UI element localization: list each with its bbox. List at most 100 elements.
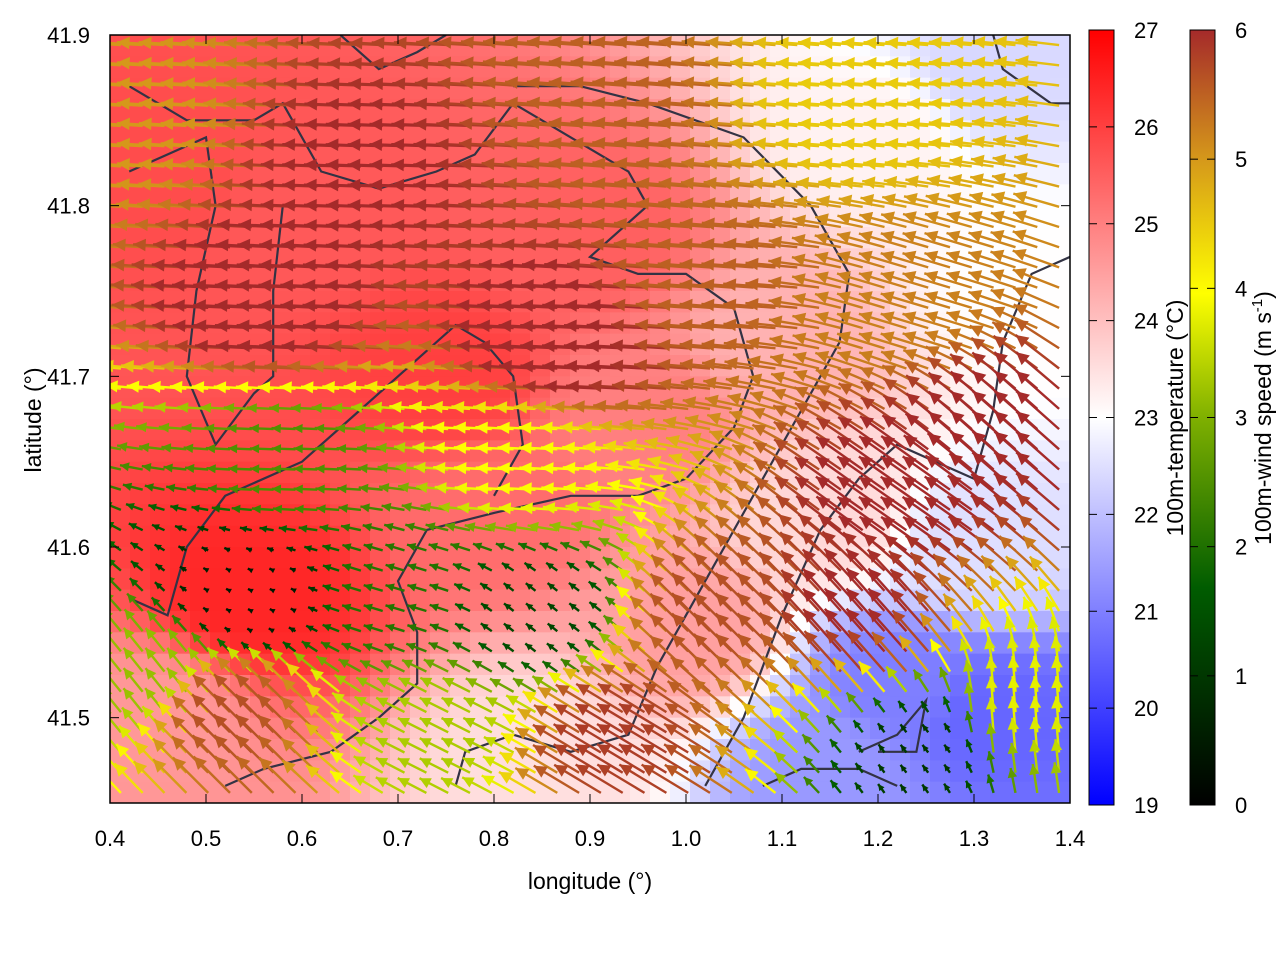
- wind-arrow: [481, 774, 515, 794]
- wind-arrow: [592, 518, 624, 532]
- wind-arrow: [539, 421, 580, 434]
- heatmap-cell: [570, 547, 591, 569]
- wind-arrow: [239, 525, 253, 533]
- wind-arrow: [927, 156, 972, 169]
- wind-arrow: [863, 117, 907, 131]
- wind-arrow: [842, 531, 886, 572]
- heatmap-cell: [810, 739, 831, 761]
- wind-arrow: [128, 522, 144, 532]
- wind-arrow: [819, 137, 863, 151]
- wind-arrow: [714, 552, 755, 592]
- wind-arrow: [866, 548, 908, 592]
- wind-arrow: [110, 594, 122, 612]
- wind-arrow: [171, 614, 188, 632]
- wind-arrow: [531, 675, 558, 693]
- wind-arrow: [907, 36, 951, 50]
- wind-arrow: [836, 455, 886, 491]
- wind-arrow: [440, 716, 471, 734]
- heatmap-cell: [210, 568, 231, 591]
- wind-arrow: [110, 446, 122, 451]
- wind-arrow: [993, 75, 1038, 89]
- wind-arrow: [664, 702, 711, 734]
- colorbar-tick-label: 23: [1134, 406, 1158, 431]
- wind-arrow: [129, 541, 144, 552]
- wind-arrow: [642, 681, 689, 714]
- wind-arrow: [773, 420, 820, 451]
- wind-arrow: [363, 603, 384, 613]
- wind-arrow: [269, 607, 276, 614]
- wind-arrow: [223, 546, 231, 553]
- heatmap-cell: [410, 632, 431, 655]
- wind-arrow: [990, 249, 1038, 269]
- heatmap-cell: [830, 525, 851, 548]
- wind-arrow: [151, 523, 165, 532]
- x-tick-label: 0.9: [575, 826, 606, 851]
- wind-arrow: [397, 757, 427, 774]
- wind-arrow: [306, 684, 340, 714]
- wind-arrow: [980, 555, 1017, 592]
- wind-arrow: [290, 607, 297, 614]
- wind-arrow: [225, 587, 232, 594]
- colorbar-tick-label: 20: [1134, 696, 1158, 721]
- wind-arrow: [899, 764, 908, 774]
- heatmap-cell: [950, 696, 971, 719]
- wind-arrow: [407, 563, 427, 572]
- wind-arrow: [271, 484, 296, 494]
- heatmap-cell: [350, 653, 371, 676]
- wind-arrow: [336, 464, 361, 474]
- wind-arrow: [568, 602, 580, 612]
- wind-arrow: [634, 359, 689, 372]
- wind-arrow: [110, 265, 121, 269]
- wind-arrow: [993, 95, 1038, 109]
- wind-arrow: [462, 756, 493, 774]
- wind-arrow: [484, 716, 515, 734]
- wind-arrow: [160, 117, 209, 131]
- wind-arrow: [819, 97, 863, 110]
- wind-arrow: [798, 117, 841, 131]
- colorbar-tick-label: 6: [1235, 18, 1247, 43]
- heatmap-cell: [290, 291, 311, 313]
- wind-arrow: [924, 330, 973, 350]
- wind-arrow: [736, 552, 777, 592]
- wind-arrow: [924, 495, 973, 532]
- wind-arrow: [566, 561, 580, 572]
- wind-arrow: [202, 566, 210, 573]
- wind-arrow: [769, 334, 820, 350]
- heatmap-cell: [1010, 611, 1031, 633]
- wind-arrow: [946, 495, 995, 532]
- wind-arrow: [110, 83, 121, 87]
- wind-arrow: [991, 172, 1038, 188]
- wind-arrow: [441, 696, 471, 714]
- wind-arrow: [110, 144, 121, 148]
- heatmap-cell: [190, 35, 211, 57]
- wind-arrow: [362, 643, 384, 653]
- wind-arrow: [425, 522, 449, 532]
- heatmap-cell: [390, 547, 411, 569]
- wind-arrow: [943, 743, 951, 754]
- heatmap-cell: [470, 547, 491, 569]
- wind-arrow: [902, 455, 951, 491]
- wind-arrow: [926, 432, 973, 471]
- heatmap-cell: [310, 781, 331, 803]
- wind-arrow: [461, 776, 493, 794]
- wind-arrow: [555, 683, 602, 714]
- wind-arrow: [271, 464, 296, 474]
- heatmap-cell: [230, 632, 251, 655]
- wind-arrow: [968, 210, 1016, 229]
- wind-arrow: [969, 173, 1016, 188]
- heatmap-cell: [310, 440, 331, 463]
- wind-arrow: [136, 422, 165, 433]
- heatmap-cell: [870, 781, 891, 803]
- wind-arrow: [110, 346, 121, 350]
- heatmap-cell: [390, 589, 411, 612]
- wind-arrow: [520, 661, 537, 673]
- heatmap-cell: [530, 547, 551, 569]
- heatmap-cell: [830, 141, 851, 164]
- wind-arrow: [990, 288, 1038, 309]
- wind-arrow: [119, 462, 143, 472]
- heatmap-cell: [270, 589, 291, 612]
- wind-arrow: [385, 583, 405, 592]
- wind-arrow: [375, 756, 406, 774]
- wind-arrow: [854, 762, 864, 774]
